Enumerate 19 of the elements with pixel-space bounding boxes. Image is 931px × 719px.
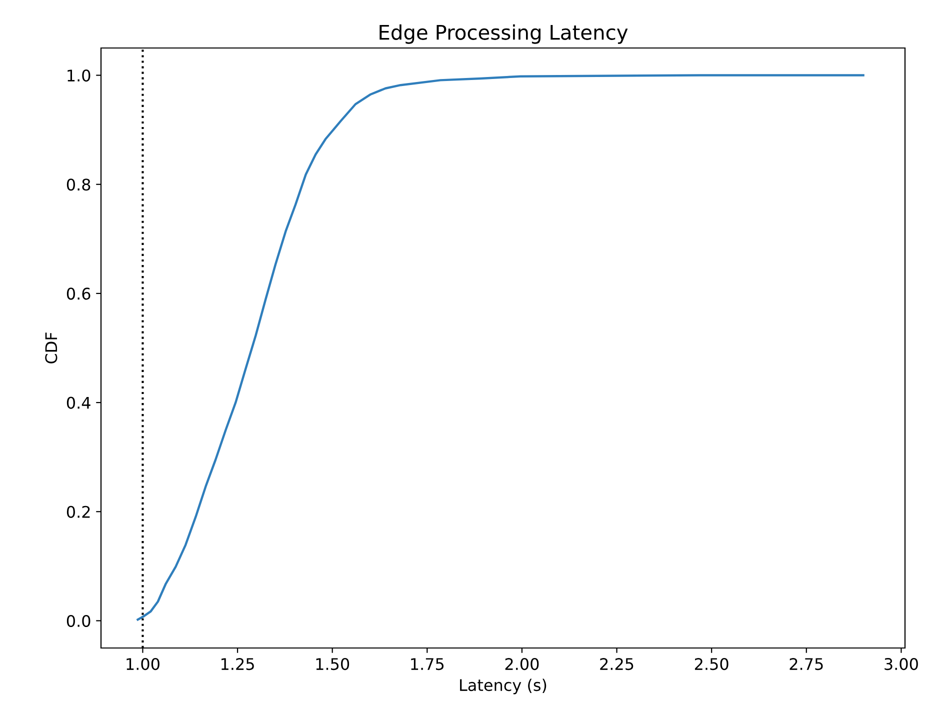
y-tick-label: 0.2: [66, 506, 90, 518]
x-tick-label: 2.50: [694, 658, 728, 670]
y-tick-label: 0.0: [66, 614, 90, 628]
x-axis-title: Latency (s): [460, 678, 546, 694]
x-tick-label: 2.75: [790, 658, 823, 670]
y-tick-label: 0.4: [66, 396, 90, 409]
y-tick-label: 0.8: [66, 178, 90, 191]
x-tick-label: 1.50: [316, 658, 350, 670]
x-tick-label: 1.75: [411, 658, 444, 670]
x-tick-label: 1.25: [222, 658, 254, 670]
x-tick-label: 3.00: [884, 658, 918, 670]
y-tick-label: 1.0: [68, 69, 90, 82]
chart-title: Edge Processing Latency: [380, 24, 628, 44]
x-tick-label: 2.25: [600, 658, 634, 670]
x-tick-label: 2.00: [505, 658, 539, 670]
x-tick-label: 1.00: [126, 658, 160, 670]
y-tick-label: 0.6: [66, 288, 90, 300]
line-series: [136, 74, 864, 621]
y-axis-title: CDF: [45, 332, 58, 364]
